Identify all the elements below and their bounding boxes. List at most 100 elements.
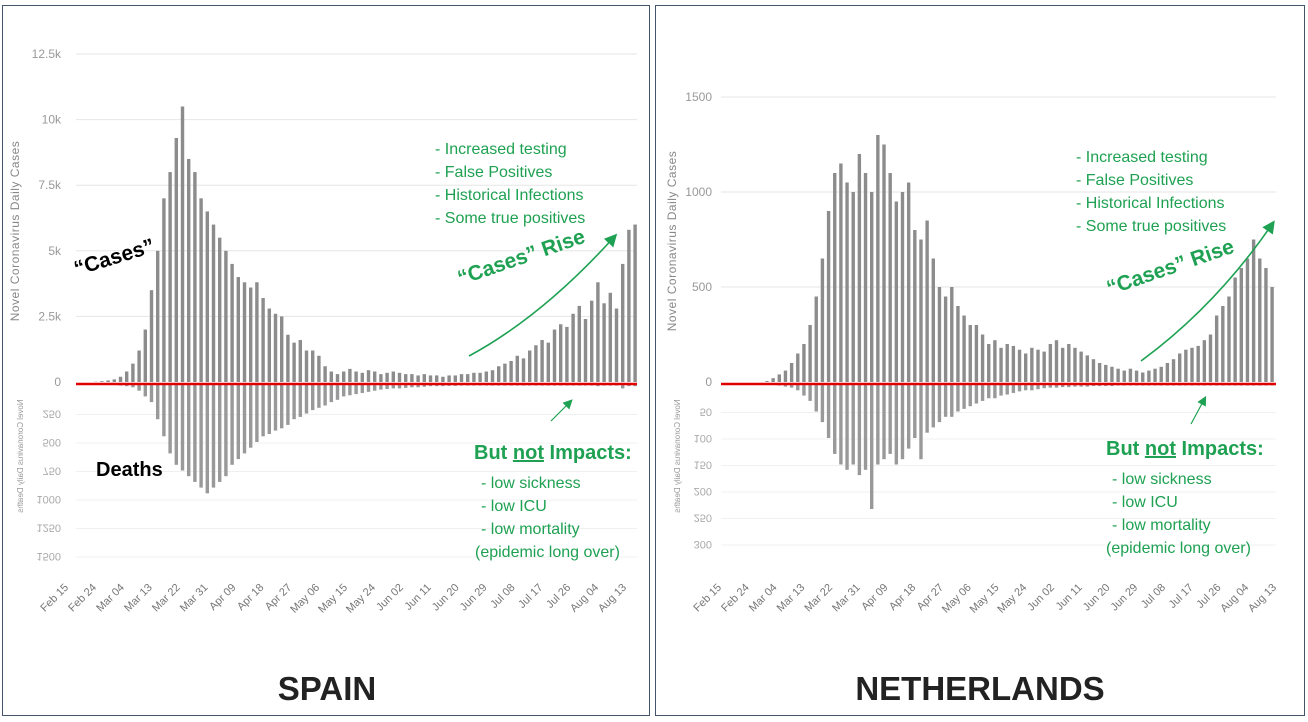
death-bar [1270, 385, 1274, 386]
death-bar [552, 385, 557, 386]
x-tick-label: Feb 15 [691, 582, 724, 615]
rise-arrow-icon [1140, 220, 1275, 362]
case-bar [292, 342, 296, 382]
case-bar [404, 374, 408, 382]
y-tick-label: 0 [54, 375, 61, 389]
death-bar [1036, 385, 1040, 390]
cause-item: - Historical Infections [1076, 195, 1225, 212]
death-bar [1227, 385, 1231, 386]
y-tick-label-deaths: 500 [43, 436, 61, 448]
case-bar [1097, 363, 1102, 382]
x-tick-label: Jun 29 [458, 582, 490, 614]
case-bar [428, 375, 433, 382]
case-bar [974, 325, 979, 382]
case-bar [552, 329, 557, 382]
death-bar [249, 385, 253, 448]
death-bar [1042, 385, 1046, 389]
death-bar [833, 385, 837, 454]
x-tick-label: Apr 18 [235, 582, 266, 613]
case-bar [839, 163, 843, 382]
death-bar [1122, 385, 1126, 386]
y-axis-title-deaths: Novel Coronavirus Daily Deaths [16, 399, 25, 512]
case-bar [515, 355, 520, 382]
death-bar [1202, 385, 1207, 386]
death-bar [211, 385, 216, 488]
case-bar [571, 313, 575, 382]
case-bar [1067, 344, 1071, 382]
case-bar [943, 296, 948, 382]
case-bar [633, 224, 637, 382]
y-tick-label-deaths: 50 [700, 406, 712, 418]
death-bar [1214, 385, 1219, 386]
case-bar [1116, 368, 1120, 382]
case-bar [1110, 366, 1114, 382]
case-bar [317, 355, 321, 382]
death-bar [428, 385, 433, 387]
case-bar [509, 361, 513, 382]
death-bar [590, 385, 594, 386]
case-bar [379, 374, 383, 382]
death-bar [509, 385, 513, 386]
case-bar [789, 363, 794, 382]
death-bar [906, 385, 911, 449]
case-bar [149, 290, 154, 382]
death-bar [199, 385, 203, 488]
case-bar [267, 308, 272, 382]
case-bar [1060, 347, 1065, 382]
death-bar [404, 385, 408, 388]
death-bar [1005, 385, 1009, 395]
death-bar [1233, 385, 1237, 386]
case-bar [826, 211, 831, 382]
death-bar [987, 385, 991, 399]
case-bar [851, 192, 855, 382]
death-bar [503, 385, 507, 386]
case-bar [354, 371, 358, 382]
case-bar [900, 192, 905, 382]
death-bar [1184, 385, 1188, 386]
case-bar [255, 282, 259, 382]
impacts-list: - low sickness - low ICU - low mortality… [1106, 468, 1251, 560]
y-tick-label: 1500 [685, 90, 712, 104]
case-bar [131, 363, 135, 382]
case-bar [608, 292, 613, 382]
death-bar [459, 385, 464, 386]
death-bar [391, 385, 396, 389]
death-bar [174, 385, 179, 465]
impacts-heading: But not Impacts: [1106, 438, 1264, 461]
death-bar [1159, 385, 1163, 386]
death-bar [342, 385, 346, 397]
x-tick-label: Mar 13 [122, 582, 155, 615]
death-bar [515, 385, 520, 386]
death-bar [267, 385, 272, 435]
death-bar [168, 385, 172, 454]
death-bar [1024, 385, 1028, 391]
case-bar [273, 313, 278, 382]
x-tick-label: Jul 17 [1167, 582, 1196, 611]
case-bar [323, 366, 327, 382]
death-bar [1141, 385, 1145, 386]
y-tick-label-deaths: 750 [43, 465, 61, 477]
death-bar [1190, 385, 1194, 386]
case-bar [540, 340, 544, 382]
case-bar [1196, 345, 1200, 382]
death-bar [311, 385, 315, 411]
case-bar [1233, 277, 1237, 382]
country-title: SPAIN [277, 670, 377, 707]
case-bar [546, 342, 551, 382]
impact-item: - low sickness [1112, 471, 1212, 488]
case-bar [385, 372, 389, 382]
y-axis-title: Novel Coronavirus Daily Cases [665, 151, 679, 332]
case-bar [211, 224, 216, 382]
country-title: NETHERLANDS [855, 670, 1105, 707]
case-bar [870, 192, 874, 382]
impact-arrow-icon [1190, 395, 1207, 425]
death-bar [218, 385, 222, 482]
y-tick-label: 500 [692, 280, 712, 294]
causes-list: - Increased testing - False Positives - … [1076, 146, 1226, 238]
case-bar [397, 372, 402, 382]
case-bar [1042, 351, 1046, 382]
case-bar [980, 334, 985, 382]
y-tick-label: 0 [705, 375, 712, 389]
death-bar [1264, 385, 1268, 386]
case-bar [137, 350, 141, 382]
